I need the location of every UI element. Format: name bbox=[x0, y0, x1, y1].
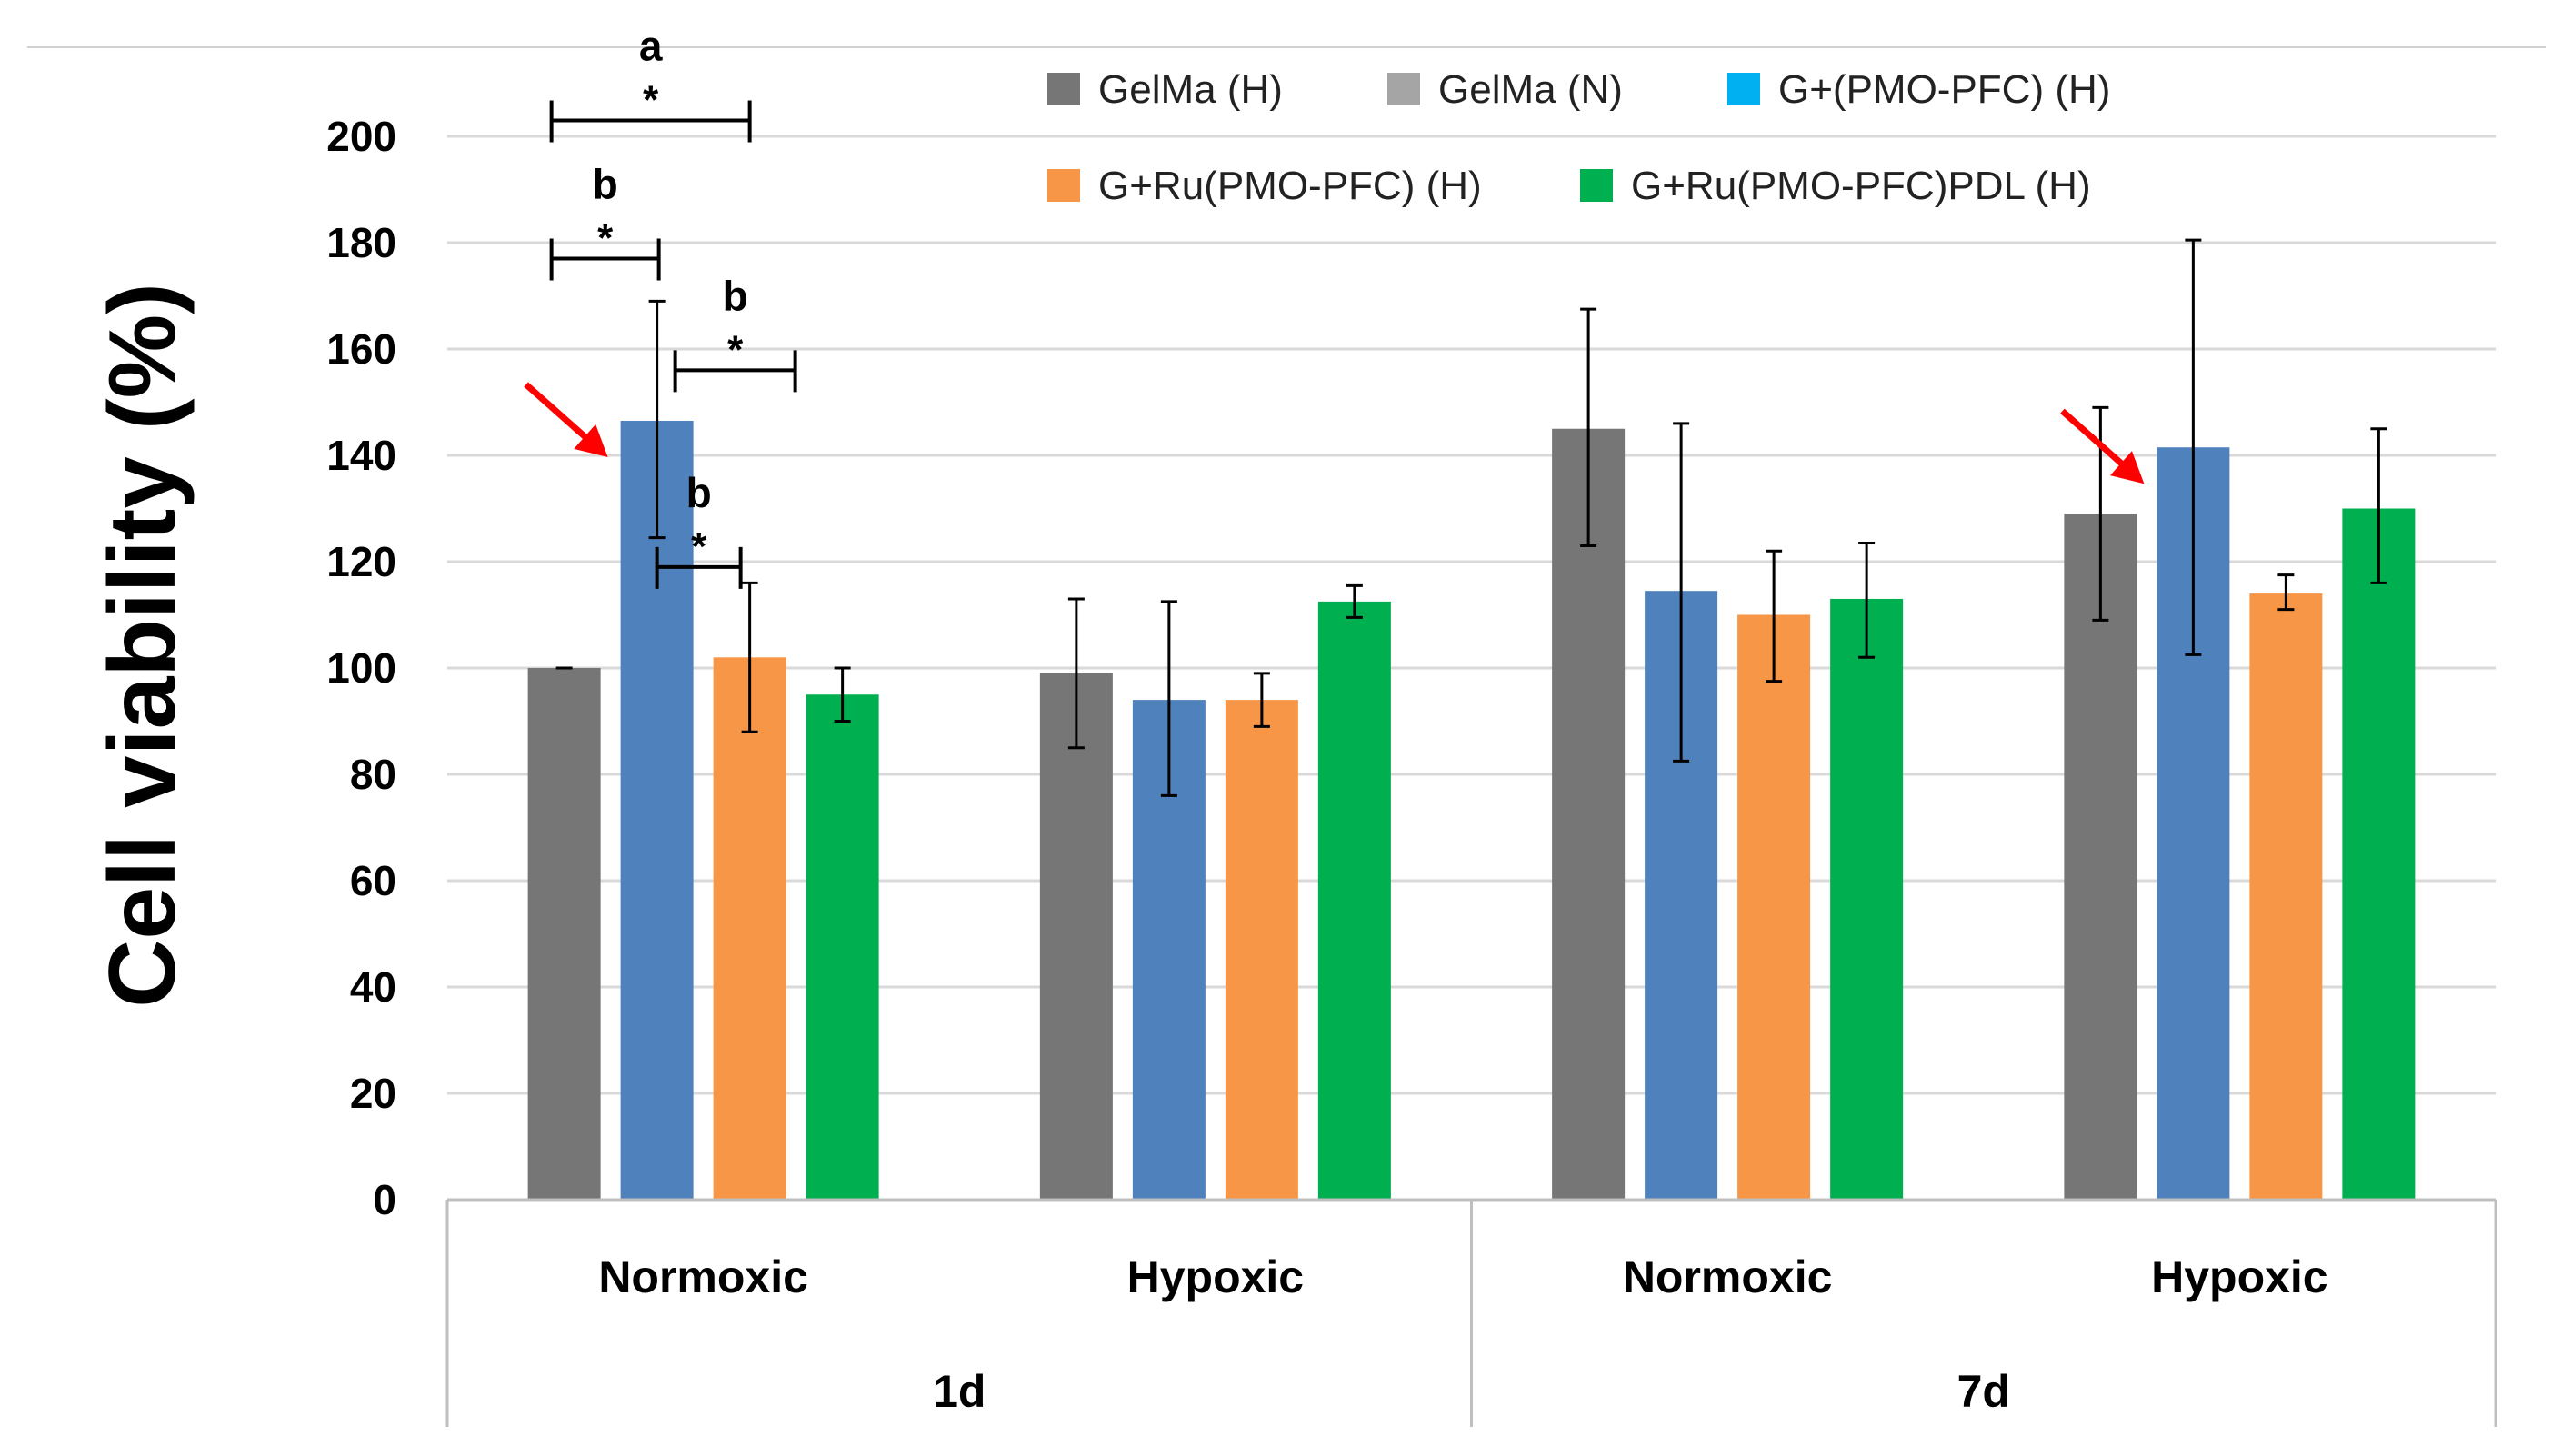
y-tick-label: 20 bbox=[350, 1070, 396, 1117]
significance-letter: b bbox=[686, 469, 712, 516]
legend-label: GelMa (H) bbox=[1098, 67, 1283, 112]
gridlines bbox=[27, 46, 2546, 1095]
significance-letter: b bbox=[723, 272, 748, 319]
bars bbox=[527, 420, 2416, 1201]
bar bbox=[1737, 614, 1811, 1200]
y-axis-title: Cell viability (%) bbox=[90, 283, 195, 1008]
y-tick-label: 60 bbox=[350, 857, 396, 904]
bar bbox=[2064, 514, 2137, 1200]
y-tick-label: 140 bbox=[326, 432, 396, 479]
significance-annotations: * a * b * b * b bbox=[549, 22, 797, 589]
x-time-label: 1d bbox=[933, 1366, 986, 1417]
legend-swatch bbox=[1727, 73, 1760, 105]
bar bbox=[1225, 700, 1298, 1200]
y-tick-label: 200 bbox=[326, 113, 396, 160]
red-arrowhead-icon bbox=[574, 424, 608, 457]
significance-letter: b bbox=[593, 161, 618, 208]
legend-swatch bbox=[1387, 73, 1420, 105]
y-tick-label: 40 bbox=[350, 963, 396, 1011]
y-tick-label: 160 bbox=[326, 325, 396, 373]
bar bbox=[1830, 598, 1904, 1200]
legend-swatch bbox=[1580, 169, 1613, 202]
legend: GelMa (H) GelMa (N) G+(PMO-PFC) (H) G+Ru(PM… bbox=[1047, 67, 2110, 208]
x-category-label: Hypoxic bbox=[1127, 1252, 1305, 1302]
x-category-label: Normoxic bbox=[1623, 1252, 1833, 1302]
bar bbox=[1317, 601, 1391, 1200]
significance-star: * bbox=[643, 77, 659, 122]
x-time-label: 7d bbox=[1957, 1366, 2010, 1417]
legend-label: G+Ru(PMO-PFC)PDL (H) bbox=[1631, 164, 2091, 208]
bar bbox=[2342, 508, 2416, 1200]
significance-star: * bbox=[597, 216, 614, 261]
bar bbox=[2249, 593, 2323, 1200]
highlight-arrows bbox=[524, 382, 2145, 484]
y-tick-label: 180 bbox=[326, 219, 396, 266]
y-tick-label: 0 bbox=[373, 1176, 396, 1223]
y-tick-label: 120 bbox=[326, 538, 396, 585]
legend-swatch bbox=[1047, 169, 1080, 202]
x-category-label: Hypoxic bbox=[2151, 1252, 2328, 1302]
y-tick-label: 100 bbox=[326, 644, 396, 692]
bar bbox=[1039, 673, 1113, 1200]
significance-star: * bbox=[691, 524, 707, 569]
error-bars bbox=[555, 238, 2387, 797]
legend-label: G+Ru(PMO-PFC) (H) bbox=[1098, 164, 1482, 208]
x-category-label: Normoxic bbox=[598, 1252, 808, 1302]
y-tick-label: 80 bbox=[350, 751, 396, 798]
significance-star: * bbox=[727, 327, 744, 372]
significance-letter: a bbox=[639, 22, 663, 69]
legend-label: GelMa (N) bbox=[1438, 67, 1623, 112]
bar bbox=[713, 657, 786, 1200]
red-arrowhead-icon bbox=[2110, 451, 2145, 484]
legend-swatch bbox=[1047, 73, 1080, 105]
axes: 0 20 40 60 80 100 120 140 160 180 200 Normoxic Hypox… bbox=[326, 113, 2497, 1427]
bar bbox=[806, 694, 879, 1200]
bar bbox=[1552, 428, 1626, 1200]
bar bbox=[527, 668, 601, 1200]
legend-label: G+(PMO-PFC) (H) bbox=[1778, 67, 2110, 112]
